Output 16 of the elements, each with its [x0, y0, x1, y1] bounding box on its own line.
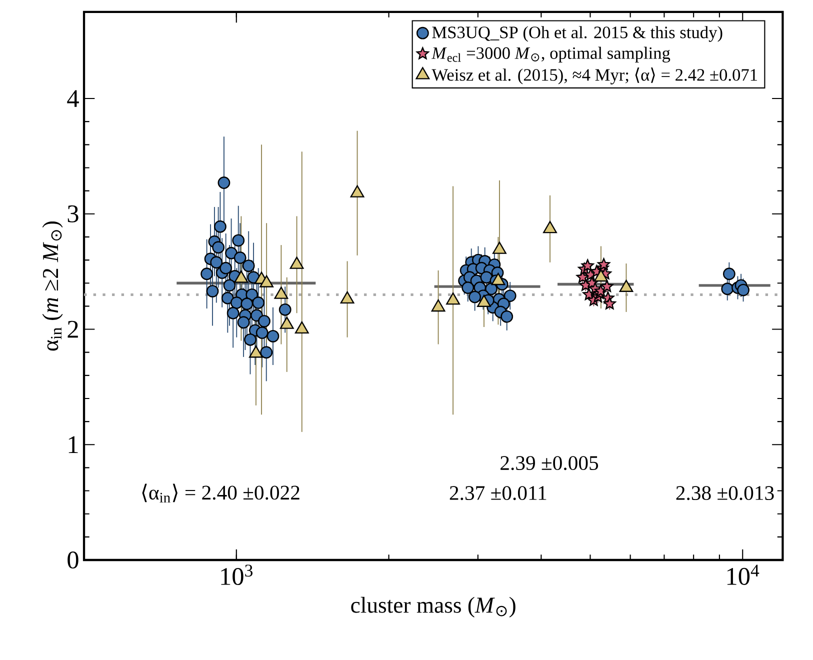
y-tick-label: 3: [68, 205, 78, 222]
y-axis-title: α$_{in}$ (m ≥2 M$_{⊙}$): [42, 221, 63, 351]
y-tick-label: 4: [67, 90, 79, 107]
legend-label: MS3UQ_SP (Oh et al. 2015 & this study): [432, 26, 722, 42]
y-tick-label: 1: [68, 436, 78, 453]
annotation: 2.37 ±0.011: [450, 486, 546, 500]
annotation: 2.38 ±0.013: [676, 486, 774, 500]
x-axis-title: cluster mass (M$_{⊙}$): [351, 596, 516, 618]
x-tick-label: 10$^{3}$: [221, 564, 252, 586]
annotation: ⟨α$_{in}$⟩ = 2.40 ±0.022: [142, 484, 300, 502]
x-tick-label: 10$^{4}$: [727, 564, 760, 585]
legend-label: Weisz et al. (2015), ≈4 Myr; ⟨α⟩ = 2.42 ±0.071: [432, 67, 757, 84]
y-tick-label: 0: [68, 551, 78, 569]
annotation: 2.39 ±0.005: [500, 456, 598, 470]
y-tick-label: 2: [68, 320, 78, 338]
legend-label: M$_{ecl}$ =3000 M$_{⊙}$, optimal sampling: [431, 46, 670, 63]
